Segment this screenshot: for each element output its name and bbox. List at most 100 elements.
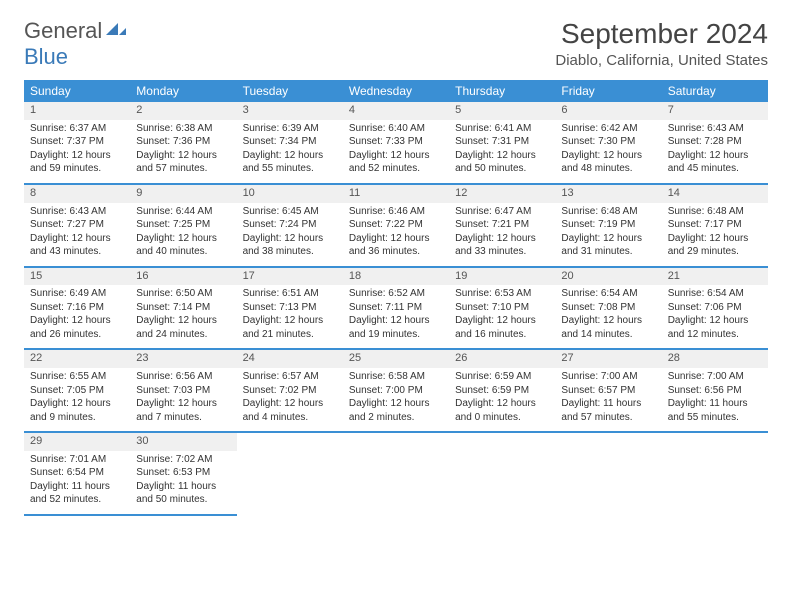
day-number: 25 [343, 350, 449, 368]
sunrise-text: Sunrise: 6:53 AM [455, 288, 549, 301]
day-body: Sunrise: 6:42 AMSunset: 7:30 PMDaylight:… [555, 120, 661, 183]
day-number: 28 [662, 350, 768, 368]
sunset-text: Sunset: 7:33 PM [349, 136, 443, 149]
day-body: Sunrise: 6:44 AMSunset: 7:25 PMDaylight:… [130, 203, 236, 266]
day-body: Sunrise: 6:59 AMSunset: 6:59 PMDaylight:… [449, 368, 555, 431]
daylight-text: Daylight: 12 hours [455, 398, 549, 411]
day-cell: 11Sunrise: 6:46 AMSunset: 7:22 PMDayligh… [343, 185, 449, 266]
daylight-text: and 2 minutes. [349, 412, 443, 425]
daylight-text: Daylight: 12 hours [30, 150, 124, 163]
day-number: 11 [343, 185, 449, 203]
day-number: 29 [24, 433, 130, 451]
day-number: 27 [555, 350, 661, 368]
daylight-text: and 59 minutes. [30, 163, 124, 176]
sunset-text: Sunset: 6:59 PM [455, 385, 549, 398]
daylight-text: and 4 minutes. [243, 412, 337, 425]
daylight-text: and 24 minutes. [136, 329, 230, 342]
day-number: 15 [24, 268, 130, 286]
day-cell: 5Sunrise: 6:41 AMSunset: 7:31 PMDaylight… [449, 102, 555, 183]
sunset-text: Sunset: 7:34 PM [243, 136, 337, 149]
sunrise-text: Sunrise: 6:47 AM [455, 206, 549, 219]
day-cell: 27Sunrise: 7:00 AMSunset: 6:57 PMDayligh… [555, 350, 661, 431]
daylight-text: Daylight: 12 hours [136, 398, 230, 411]
day-number: 12 [449, 185, 555, 203]
day-body: Sunrise: 6:39 AMSunset: 7:34 PMDaylight:… [237, 120, 343, 183]
daylight-text: and 52 minutes. [349, 163, 443, 176]
daylight-text: and 36 minutes. [349, 246, 443, 259]
sunrise-text: Sunrise: 6:43 AM [30, 206, 124, 219]
week-row: 8Sunrise: 6:43 AMSunset: 7:27 PMDaylight… [24, 185, 768, 268]
sunrise-text: Sunrise: 6:54 AM [668, 288, 762, 301]
sunset-text: Sunset: 7:30 PM [561, 136, 655, 149]
day-number: 3 [237, 102, 343, 120]
sunset-text: Sunset: 6:53 PM [136, 467, 230, 480]
header: General Blue September 2024 Diablo, Cali… [24, 18, 768, 70]
day-cell: 24Sunrise: 6:57 AMSunset: 7:02 PMDayligh… [237, 350, 343, 431]
day-number: 26 [449, 350, 555, 368]
daylight-text: Daylight: 12 hours [349, 315, 443, 328]
day-body: Sunrise: 6:50 AMSunset: 7:14 PMDaylight:… [130, 285, 236, 348]
sunset-text: Sunset: 7:11 PM [349, 302, 443, 315]
daylight-text: Daylight: 11 hours [668, 398, 762, 411]
daylight-text: Daylight: 12 hours [561, 233, 655, 246]
sunset-text: Sunset: 7:22 PM [349, 219, 443, 232]
daylight-text: Daylight: 12 hours [561, 315, 655, 328]
day-cell: 21Sunrise: 6:54 AMSunset: 7:06 PMDayligh… [662, 268, 768, 349]
day-number: 2 [130, 102, 236, 120]
day-number: 8 [24, 185, 130, 203]
sunrise-text: Sunrise: 6:55 AM [30, 371, 124, 384]
daylight-text: Daylight: 11 hours [136, 481, 230, 494]
sunset-text: Sunset: 7:27 PM [30, 219, 124, 232]
day-cell-empty [662, 433, 768, 516]
sunrise-text: Sunrise: 6:40 AM [349, 123, 443, 136]
daylight-text: Daylight: 12 hours [243, 150, 337, 163]
day-header: Thursday [449, 80, 555, 102]
daylight-text: Daylight: 12 hours [668, 315, 762, 328]
day-number: 14 [662, 185, 768, 203]
daylight-text: and 45 minutes. [668, 163, 762, 176]
day-header: Wednesday [343, 80, 449, 102]
daylight-text: and 55 minutes. [668, 412, 762, 425]
day-cell-empty [343, 433, 449, 516]
sunrise-text: Sunrise: 7:00 AM [561, 371, 655, 384]
day-cell: 18Sunrise: 6:52 AMSunset: 7:11 PMDayligh… [343, 268, 449, 349]
sunrise-text: Sunrise: 6:49 AM [30, 288, 124, 301]
day-body: Sunrise: 6:43 AMSunset: 7:28 PMDaylight:… [662, 120, 768, 183]
sunset-text: Sunset: 7:31 PM [455, 136, 549, 149]
day-cell: 4Sunrise: 6:40 AMSunset: 7:33 PMDaylight… [343, 102, 449, 183]
day-body: Sunrise: 6:43 AMSunset: 7:27 PMDaylight:… [24, 203, 130, 266]
daylight-text: and 40 minutes. [136, 246, 230, 259]
day-cell: 3Sunrise: 6:39 AMSunset: 7:34 PMDaylight… [237, 102, 343, 183]
daylight-text: Daylight: 12 hours [668, 233, 762, 246]
week-row: 1Sunrise: 6:37 AMSunset: 7:37 PMDaylight… [24, 102, 768, 185]
daylight-text: Daylight: 12 hours [349, 233, 443, 246]
sunrise-text: Sunrise: 6:38 AM [136, 123, 230, 136]
day-body: Sunrise: 7:02 AMSunset: 6:53 PMDaylight:… [130, 451, 236, 514]
logo: General Blue [24, 18, 126, 70]
sunrise-text: Sunrise: 6:58 AM [349, 371, 443, 384]
day-cell-empty [555, 433, 661, 516]
sunrise-text: Sunrise: 6:59 AM [455, 371, 549, 384]
sunset-text: Sunset: 6:57 PM [561, 385, 655, 398]
daylight-text: and 55 minutes. [243, 163, 337, 176]
day-header: Sunday [24, 80, 130, 102]
day-header: Monday [130, 80, 236, 102]
day-cell-empty [449, 433, 555, 516]
day-cell: 6Sunrise: 6:42 AMSunset: 7:30 PMDaylight… [555, 102, 661, 183]
daylight-text: and 9 minutes. [30, 412, 124, 425]
day-body: Sunrise: 6:58 AMSunset: 7:00 PMDaylight:… [343, 368, 449, 431]
sunrise-text: Sunrise: 6:51 AM [243, 288, 337, 301]
sunset-text: Sunset: 7:14 PM [136, 302, 230, 315]
day-body: Sunrise: 6:37 AMSunset: 7:37 PMDaylight:… [24, 120, 130, 183]
sunrise-text: Sunrise: 6:45 AM [243, 206, 337, 219]
sunset-text: Sunset: 7:19 PM [561, 219, 655, 232]
day-header: Friday [555, 80, 661, 102]
day-cell: 14Sunrise: 6:48 AMSunset: 7:17 PMDayligh… [662, 185, 768, 266]
day-number: 18 [343, 268, 449, 286]
daylight-text: Daylight: 12 hours [455, 150, 549, 163]
day-body: Sunrise: 6:48 AMSunset: 7:17 PMDaylight:… [662, 203, 768, 266]
day-number: 21 [662, 268, 768, 286]
day-body: Sunrise: 6:41 AMSunset: 7:31 PMDaylight:… [449, 120, 555, 183]
weeks-container: 1Sunrise: 6:37 AMSunset: 7:37 PMDaylight… [24, 102, 768, 516]
daylight-text: and 12 minutes. [668, 329, 762, 342]
